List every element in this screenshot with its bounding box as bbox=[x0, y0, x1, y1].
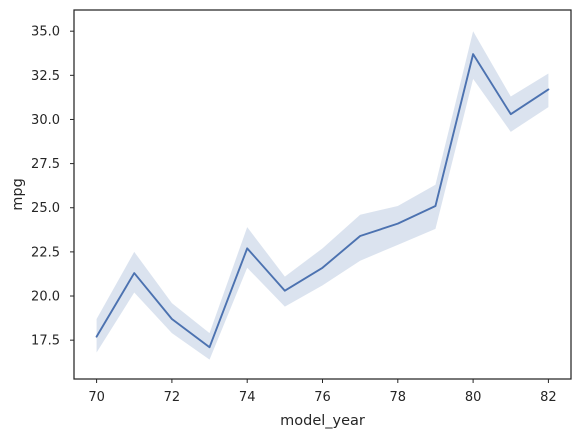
data-point bbox=[244, 245, 250, 251]
y-tick-label: 35.0 bbox=[31, 25, 60, 40]
y-axis-label: mpg bbox=[10, 178, 26, 211]
data-point bbox=[470, 51, 476, 57]
data-point bbox=[131, 270, 137, 276]
y-tick-label: 30.0 bbox=[31, 113, 60, 128]
data-point bbox=[320, 265, 326, 271]
plot-area bbox=[94, 31, 551, 360]
data-point bbox=[432, 203, 438, 209]
data-point bbox=[282, 288, 288, 294]
y-tick-label: 27.5 bbox=[31, 157, 60, 172]
y-tick-label: 25.0 bbox=[31, 201, 60, 216]
x-tick-label: 72 bbox=[164, 390, 181, 405]
y-tick-label: 32.5 bbox=[31, 69, 60, 84]
data-point bbox=[508, 111, 514, 117]
series-line-0 bbox=[95, 53, 550, 349]
axes: 70 72 74 76 78 80 82 17.5 20.0 22.5 25.0 27.5 30.0 32… bbox=[31, 9, 572, 405]
x-tick-label: 70 bbox=[88, 390, 105, 405]
x-tick-label: 76 bbox=[314, 390, 331, 405]
data-point bbox=[169, 316, 175, 322]
data-point bbox=[395, 221, 401, 227]
data-point bbox=[545, 86, 551, 92]
x-tick-label: 78 bbox=[390, 390, 407, 405]
x-tick-label: 80 bbox=[465, 390, 482, 405]
data-point bbox=[357, 233, 363, 239]
data-point bbox=[94, 334, 100, 340]
y-tick-label: 17.5 bbox=[31, 334, 60, 349]
plot-frame bbox=[73, 9, 572, 380]
x-tick-label: 74 bbox=[239, 390, 256, 405]
y-tick-label: 22.5 bbox=[31, 245, 60, 260]
x-tick-label: 82 bbox=[540, 390, 557, 405]
data-point bbox=[207, 344, 213, 350]
y-tick-label: 20.0 bbox=[31, 290, 60, 305]
x-axis-label: model_year bbox=[280, 413, 365, 429]
